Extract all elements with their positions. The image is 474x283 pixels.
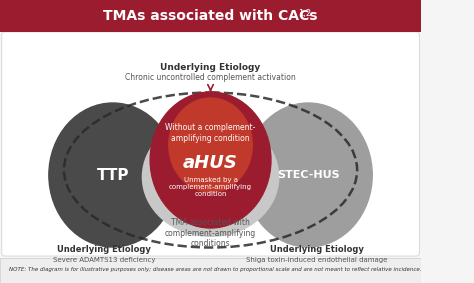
Text: Chronic uncontrolled complement activation: Chronic uncontrolled complement activati… — [125, 74, 296, 83]
Text: Underlying Etiology: Underlying Etiology — [160, 63, 261, 72]
FancyBboxPatch shape — [0, 0, 421, 32]
Text: Without a complement-
amplifying condition: Without a complement- amplifying conditi… — [165, 123, 256, 143]
Text: Shiga toxin-induced endothelial damage: Shiga toxin-induced endothelial damage — [246, 257, 388, 263]
Text: TMA associated with
complement-amplifying
conditions: TMA associated with complement-amplifyin… — [165, 218, 256, 248]
Text: Unmasked by a
complement-amplifying
condition: Unmasked by a complement-amplifying cond… — [169, 177, 252, 197]
Circle shape — [49, 103, 177, 247]
Text: TMAs associated with CACs: TMAs associated with CACs — [103, 9, 318, 23]
Text: TTP: TTP — [97, 168, 129, 183]
Ellipse shape — [142, 117, 279, 237]
Circle shape — [244, 103, 372, 247]
Text: NOTE: The diagram is for illustrative purposes only; disease areas are not drawn: NOTE: The diagram is for illustrative pu… — [9, 267, 421, 271]
Circle shape — [169, 98, 252, 192]
FancyBboxPatch shape — [2, 32, 419, 256]
Text: aHUS: aHUS — [183, 154, 238, 172]
Text: 1,2: 1,2 — [298, 9, 311, 18]
Text: STEC-HUS: STEC-HUS — [277, 170, 339, 180]
Text: Underlying Etiology: Underlying Etiology — [57, 245, 151, 254]
FancyBboxPatch shape — [0, 258, 421, 283]
Text: Underlying Etiology: Underlying Etiology — [270, 245, 364, 254]
Text: Severe ADAMTS13 deficiency: Severe ADAMTS13 deficiency — [53, 257, 155, 263]
Circle shape — [150, 92, 271, 228]
